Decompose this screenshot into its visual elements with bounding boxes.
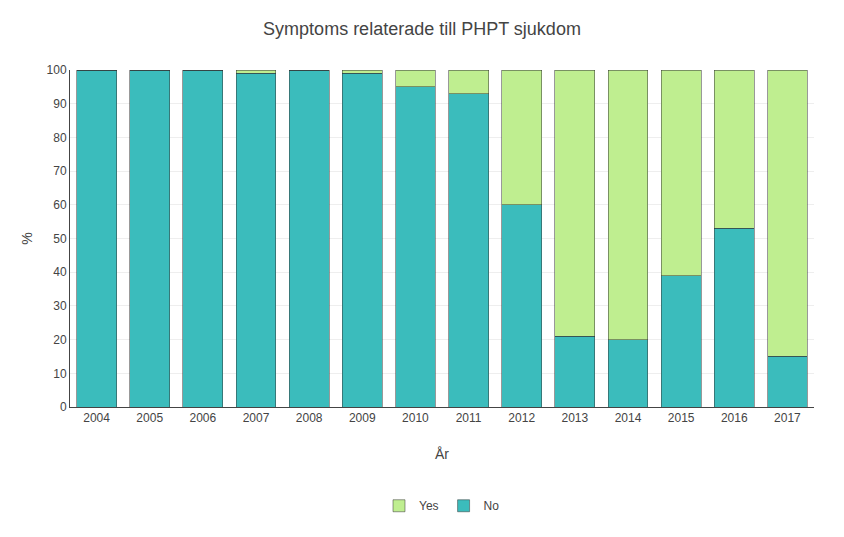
svg-text:2015: 2015 <box>668 411 695 425</box>
svg-text:2006: 2006 <box>190 411 217 425</box>
svg-text:60: 60 <box>53 198 67 212</box>
svg-text:2016: 2016 <box>721 411 748 425</box>
svg-text:%: % <box>19 232 35 244</box>
svg-text:80: 80 <box>53 131 67 145</box>
svg-text:70: 70 <box>53 164 67 178</box>
svg-text:2005: 2005 <box>136 411 163 425</box>
svg-text:10: 10 <box>53 367 67 381</box>
svg-text:50: 50 <box>53 232 67 246</box>
svg-text:90: 90 <box>53 97 67 111</box>
svg-text:2009: 2009 <box>349 411 376 425</box>
svg-text:2017: 2017 <box>774 411 801 425</box>
svg-text:Yes: Yes <box>419 499 439 513</box>
svg-text:100: 100 <box>47 63 67 77</box>
svg-text:No: No <box>484 499 500 513</box>
svg-text:40: 40 <box>53 265 67 279</box>
svg-text:0: 0 <box>60 400 67 414</box>
svg-text:20: 20 <box>53 333 67 347</box>
svg-text:30: 30 <box>53 299 67 313</box>
svg-text:2014: 2014 <box>615 411 642 425</box>
svg-text:2011: 2011 <box>456 411 482 425</box>
svg-text:2008: 2008 <box>296 411 323 425</box>
svg-text:2012: 2012 <box>508 411 535 425</box>
svg-text:2010: 2010 <box>402 411 429 425</box>
svg-text:Symptoms relaterade till PHPT: Symptoms relaterade till PHPT sjukdom <box>263 19 581 39</box>
svg-text:År: År <box>435 446 449 462</box>
svg-text:2007: 2007 <box>243 411 270 425</box>
svg-text:2013: 2013 <box>562 411 589 425</box>
svg-text:2004: 2004 <box>83 411 110 425</box>
